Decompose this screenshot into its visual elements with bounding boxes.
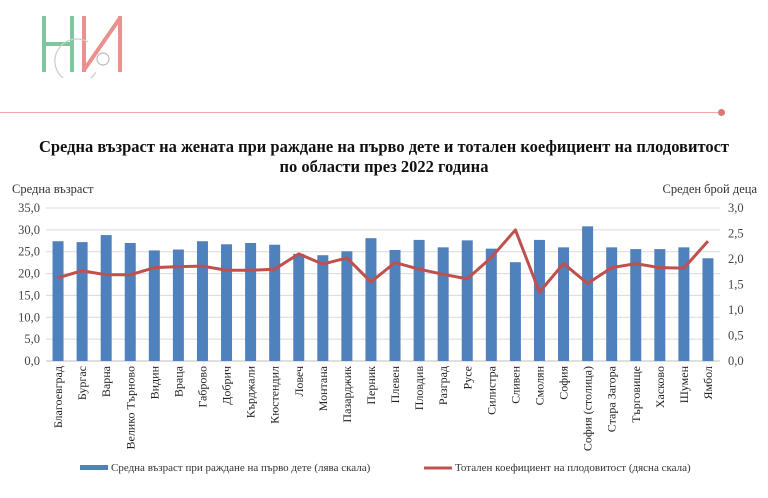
fertility-line (57, 228, 710, 294)
right-axis-title: Среден брой деца (662, 182, 757, 196)
left-tick-label: 20,0 (18, 267, 40, 281)
bar (317, 255, 329, 361)
bar (148, 250, 160, 361)
category-label: Търговище (629, 366, 643, 423)
left-tick-label: 15,0 (18, 288, 40, 302)
bar (702, 258, 714, 361)
category-label: Стара Загора (605, 365, 619, 432)
right-tick-label: 2,0 (728, 252, 744, 266)
category-labels: Благоевград Бургас Варна Велико Търново Види… (51, 365, 715, 451)
category-label: Ямбол (701, 366, 715, 400)
bar (245, 242, 257, 361)
category-label: Кърджали (244, 365, 258, 418)
left-tick-label: 10,0 (18, 310, 40, 324)
bar (413, 239, 425, 361)
category-label: Плевен (388, 365, 402, 403)
chart-title-line2: по области през 2022 година (280, 157, 489, 176)
bar (269, 244, 281, 361)
bar (630, 249, 642, 361)
category-label: Благоевград (51, 366, 65, 428)
right-axis-ticks: 0,0 0,5 1,0 1,5 2,0 2,5 3,0 (728, 201, 744, 368)
bar-series (52, 226, 714, 361)
legend: Средна възраст при раждане на първо дете… (80, 462, 691, 474)
category-label: Пазарджик (340, 366, 354, 423)
category-label: Смолян (532, 365, 546, 405)
bar (76, 242, 88, 361)
left-tick-label: 5,0 (24, 332, 40, 346)
line-series (57, 228, 710, 294)
category-label: Силистра (484, 365, 498, 415)
bar (582, 226, 594, 361)
category-label: Сливен (508, 365, 522, 403)
left-tick-label: 30,0 (18, 223, 40, 237)
nsi-logo (38, 14, 130, 84)
bar (293, 253, 305, 361)
category-label: София (557, 366, 571, 400)
bar (100, 235, 112, 361)
category-label: Разград (436, 366, 450, 405)
bar (365, 238, 377, 361)
category-label: Перник (364, 366, 378, 405)
right-tick-label: 0,0 (728, 354, 744, 368)
left-axis-title: Средна възраст (12, 182, 94, 196)
category-label: Бургас (75, 366, 89, 400)
bar (485, 248, 497, 361)
bar (389, 249, 401, 361)
nsi-logo-icon (42, 16, 122, 84)
bar (509, 262, 521, 361)
bar (437, 247, 449, 361)
category-label: Варна (99, 365, 113, 397)
category-label: Монтана (316, 365, 330, 411)
left-tick-label: 35,0 (18, 201, 40, 215)
bar (172, 249, 184, 361)
chart-title-line1: Средна възраст на жената при раждане на … (39, 137, 729, 156)
left-tick-label: 0,0 (24, 354, 40, 368)
bar (52, 241, 64, 361)
bar (678, 247, 690, 361)
category-label: Добрич (220, 366, 234, 405)
right-tick-label: 0,5 (728, 329, 744, 343)
gridlines (46, 207, 720, 362)
bar (341, 251, 353, 361)
bar (558, 247, 570, 361)
category-label: Пловдив (412, 366, 426, 411)
right-tick-label: 1,0 (728, 303, 744, 317)
category-label: Видин (147, 365, 161, 399)
category-label: Габрово (195, 366, 209, 408)
category-label: Кюстендил (268, 366, 282, 424)
bar (221, 244, 233, 361)
category-label: Ловеч (292, 366, 306, 397)
left-tick-label: 25,0 (18, 245, 40, 259)
legend-bar-swatch (80, 465, 108, 470)
category-label: Хасково (653, 366, 667, 408)
left-axis-ticks: 0,0 5,0 10,0 15,0 20,0 25,0 30,0 35,0 (18, 201, 40, 368)
header-divider (0, 112, 722, 113)
bar (654, 249, 666, 361)
bar (124, 242, 136, 361)
bar (606, 247, 618, 361)
category-label: Враца (171, 365, 185, 397)
right-tick-label: 1,5 (728, 278, 744, 292)
bar (196, 241, 208, 361)
right-tick-label: 3,0 (728, 201, 744, 215)
header-divider-dot (718, 109, 725, 116)
right-tick-label: 2,5 (728, 227, 744, 241)
legend-line-label: Тотален коефициент на плодовитост (дясна… (455, 462, 691, 474)
legend-bar-label: Средна възраст при раждане на първо дете… (111, 462, 371, 474)
category-label: Шумен (677, 365, 691, 403)
category-label: Велико Търново (123, 366, 137, 450)
bar (533, 239, 545, 361)
category-label: Русе (460, 366, 474, 389)
bar (461, 240, 473, 361)
category-label: София (столица) (581, 366, 595, 451)
